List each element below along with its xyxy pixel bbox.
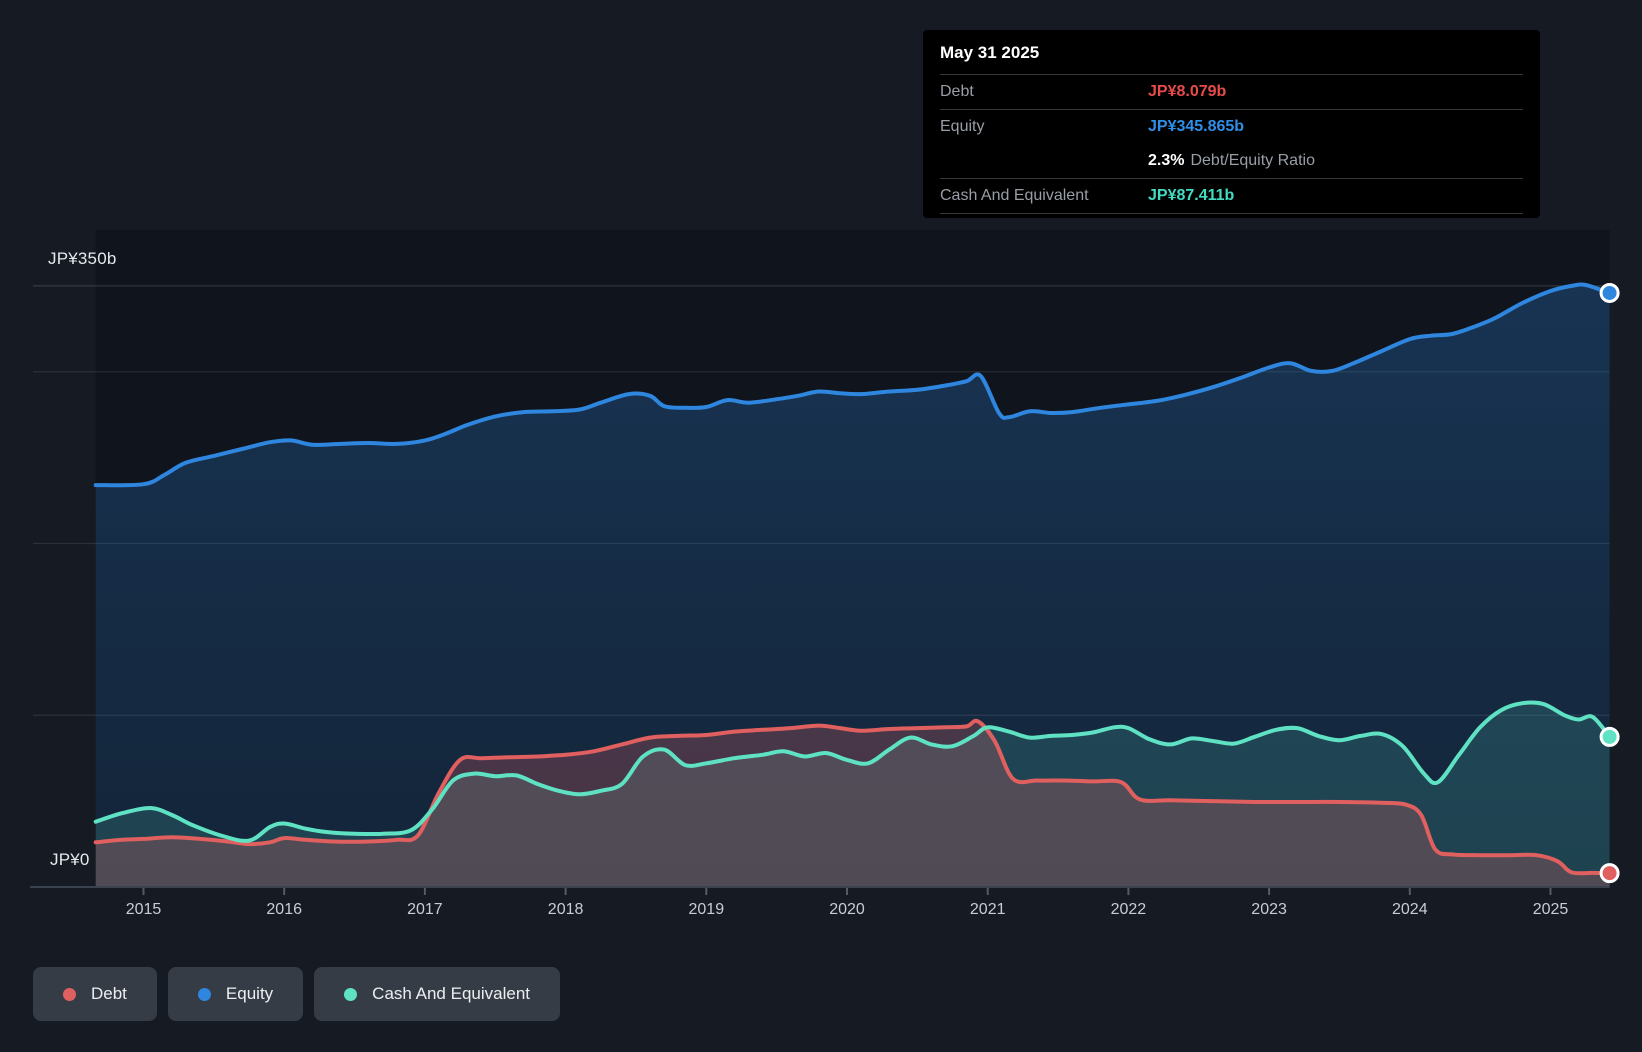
tooltip-cash-value: JP¥87.411b	[1148, 187, 1235, 204]
tooltip-equity-value: JP¥345.865b	[1148, 118, 1245, 135]
tooltip-row-ratio: 2.3% Debt/Equity Ratio	[940, 144, 1523, 178]
tooltip-row-debt: Debt JP¥8.079b	[940, 74, 1523, 109]
tooltip-ratio: 2.3% Debt/Equity Ratio	[1148, 152, 1315, 170]
x-axis-year-label-2023: 2023	[1251, 901, 1287, 918]
x-axis-year-label-2016: 2016	[266, 901, 302, 918]
debt-area	[95, 720, 1610, 887]
cash-line[interactable]	[93, 700, 1612, 843]
y-axis-max-label: JP¥350b	[48, 249, 117, 268]
x-axis-year-label-2025: 2025	[1532, 901, 1569, 918]
tooltip-cash-label: Cash And Equivalent	[940, 187, 1089, 204]
tooltip-date: May 31 2025	[940, 43, 1040, 62]
y-axis-zero-label: JP¥0	[50, 850, 90, 869]
x-axis-year-label-2018: 2018	[547, 901, 584, 918]
legend-item-cash[interactable]: Cash And Equivalent	[314, 967, 561, 1021]
debt-end-marker[interactable]	[1599, 863, 1620, 884]
tooltip-ratio-value: 2.3%	[1148, 152, 1185, 169]
legend-item-equity[interactable]: Equity	[167, 967, 304, 1021]
legend: Debt Equity Cash And Equivalent	[33, 967, 561, 1021]
x-axis-year-label-2015: 2015	[125, 901, 162, 918]
x-axis-year-label-2022: 2022	[1110, 901, 1147, 918]
tooltip-ratio-label: Debt/Equity Ratio	[1190, 152, 1315, 169]
equity-dot-icon	[197, 987, 211, 1001]
x-axis-year-label-2019: 2019	[688, 901, 725, 918]
tooltip: May 31 2025 Debt JP¥8.079b Equity JP¥345…	[923, 30, 1540, 218]
equity-end-marker[interactable]	[1599, 282, 1620, 303]
legend-debt-label: Debt	[91, 984, 127, 1003]
legend-equity-label: Equity	[225, 984, 274, 1003]
equity-line[interactable]	[93, 282, 1612, 488]
legend-cash-label: Cash And Equivalent	[372, 984, 531, 1003]
equity-area	[95, 284, 1610, 887]
debt-dot-icon	[63, 987, 76, 1001]
x-axis-year-label-2017: 2017	[407, 901, 443, 918]
tooltip-row-equity: Equity JP¥345.865b	[940, 109, 1523, 144]
x-axis-year-label-2024: 2024	[1392, 901, 1428, 918]
cash-dot-icon	[344, 987, 358, 1001]
legend-item-debt[interactable]: Debt	[33, 967, 157, 1021]
tooltip-row-cash: Cash And Equivalent JP¥87.411b	[940, 178, 1523, 214]
tooltip-debt-label: Debt	[940, 83, 974, 100]
debt-line[interactable]	[93, 718, 1612, 876]
x-axis-year-label-2021: 2021	[969, 901, 1006, 918]
cash-end-marker[interactable]	[1599, 726, 1620, 747]
x-axis-year-label-2020: 2020	[829, 901, 865, 918]
tooltip-equity-label: Equity	[940, 118, 985, 135]
tooltip-debt-value: JP¥8.079b	[1148, 83, 1227, 100]
cash-area	[95, 702, 1610, 887]
